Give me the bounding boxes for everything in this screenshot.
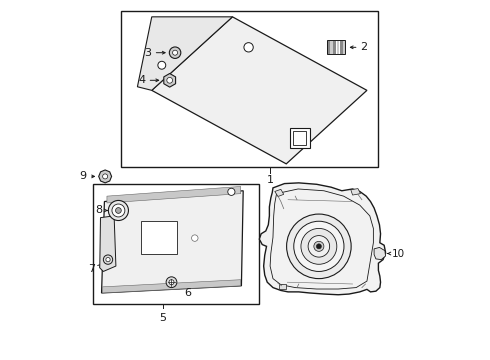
Bar (327, 41, 330, 54)
Bar (293, 131, 306, 145)
Polygon shape (279, 284, 286, 289)
Circle shape (172, 50, 177, 55)
Circle shape (287, 214, 351, 279)
Text: 10: 10 (392, 248, 404, 258)
Circle shape (106, 257, 110, 262)
Bar (333, 41, 336, 54)
Bar (122, 12, 378, 167)
Circle shape (112, 204, 125, 217)
Bar (141, 221, 177, 253)
Circle shape (108, 201, 128, 221)
Circle shape (228, 188, 235, 195)
Text: 3: 3 (144, 48, 151, 58)
Circle shape (294, 221, 344, 271)
Text: 1: 1 (267, 175, 273, 185)
Polygon shape (351, 189, 361, 195)
Text: 7: 7 (88, 264, 96, 274)
Circle shape (167, 77, 172, 83)
Circle shape (166, 277, 177, 288)
Polygon shape (102, 280, 241, 293)
Polygon shape (259, 183, 386, 295)
Bar (93, 184, 259, 304)
Polygon shape (101, 191, 243, 293)
Bar (337, 41, 340, 54)
Polygon shape (100, 216, 116, 271)
Circle shape (116, 208, 122, 213)
Polygon shape (98, 170, 112, 183)
Polygon shape (107, 186, 241, 203)
Circle shape (102, 174, 108, 179)
Circle shape (301, 228, 337, 264)
Polygon shape (164, 73, 175, 87)
Bar (343, 41, 346, 54)
Polygon shape (137, 17, 232, 90)
Text: 2: 2 (360, 42, 367, 52)
Text: 4: 4 (138, 75, 146, 85)
Bar (290, 128, 310, 148)
Circle shape (244, 42, 253, 52)
Circle shape (169, 280, 174, 285)
Bar (340, 41, 343, 54)
Circle shape (314, 241, 324, 251)
Polygon shape (275, 189, 284, 197)
Polygon shape (152, 17, 367, 164)
Circle shape (103, 255, 113, 264)
Circle shape (170, 47, 181, 58)
Bar (330, 41, 333, 54)
Circle shape (192, 235, 198, 241)
Bar (327, 40, 345, 54)
Circle shape (158, 61, 166, 69)
Circle shape (317, 244, 321, 249)
Text: 9: 9 (79, 171, 87, 181)
Text: 5: 5 (159, 313, 166, 323)
Circle shape (308, 235, 330, 257)
Text: 8: 8 (95, 206, 102, 216)
Text: 6: 6 (184, 288, 191, 298)
Polygon shape (374, 247, 386, 260)
